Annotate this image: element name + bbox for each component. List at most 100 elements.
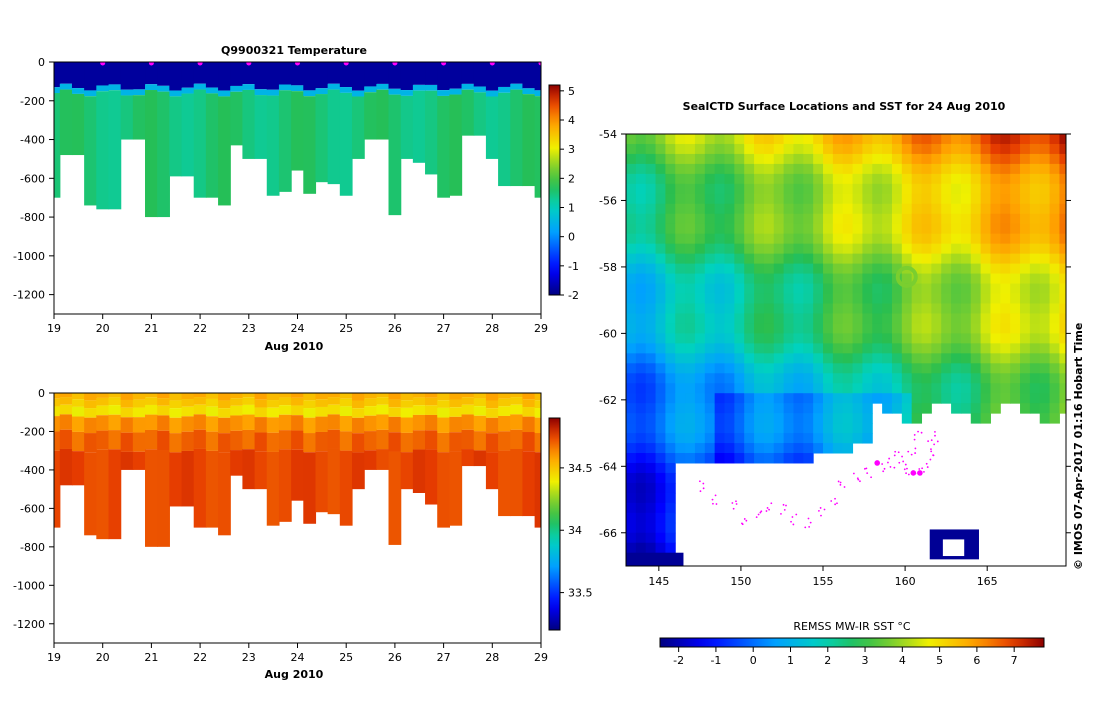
sst-cell xyxy=(655,313,666,324)
sst-cell xyxy=(744,403,755,414)
sst-cell xyxy=(665,532,676,544)
sst-cell xyxy=(832,363,844,374)
sst-cell xyxy=(754,223,765,235)
section-cell xyxy=(169,393,183,401)
sst-cell xyxy=(1010,383,1021,394)
sst-cell xyxy=(891,163,903,175)
sst-cell xyxy=(744,343,755,354)
sst-cell xyxy=(891,233,903,245)
sst-cell xyxy=(921,134,932,145)
sst-cell xyxy=(990,273,1001,285)
sst-cell xyxy=(911,253,923,265)
sst-cell xyxy=(763,373,775,384)
sst-cell xyxy=(783,333,794,344)
y-tick-label: 0 xyxy=(38,56,45,69)
section-cell xyxy=(522,451,536,517)
section-cell xyxy=(181,399,195,407)
sst-cell xyxy=(1059,363,1066,374)
track-point xyxy=(914,452,917,454)
sst-cell xyxy=(1020,393,1031,404)
sst-cell xyxy=(1029,243,1041,255)
track-point xyxy=(859,480,861,483)
sst-cell xyxy=(862,153,873,165)
sst-cell xyxy=(813,413,824,424)
sst-cell xyxy=(734,173,745,185)
sst-cell xyxy=(655,542,666,554)
section-cell xyxy=(485,393,499,401)
track-point xyxy=(893,466,896,469)
sst-cell xyxy=(635,492,647,504)
section-cell xyxy=(364,92,377,140)
sst-cell xyxy=(626,183,637,195)
sst-cell xyxy=(852,353,863,364)
sst-cell xyxy=(911,183,923,195)
sst-cell xyxy=(921,253,932,265)
sst-cell xyxy=(626,363,637,374)
sst-cell xyxy=(773,363,785,374)
section-cell xyxy=(84,400,97,409)
section-cell xyxy=(388,407,402,417)
sst-cell xyxy=(1049,134,1060,145)
sst-cell xyxy=(980,223,991,235)
sst-cell xyxy=(645,333,657,344)
section-cell xyxy=(120,62,134,90)
sst-cell xyxy=(931,303,942,314)
sst-cell xyxy=(626,512,637,524)
section-cell xyxy=(327,393,341,398)
sst-cell xyxy=(872,134,883,145)
section-cell xyxy=(473,398,487,407)
sst-cell xyxy=(714,443,726,454)
section-cell xyxy=(96,397,110,406)
section-cell xyxy=(54,93,61,198)
sst-cell xyxy=(763,353,775,364)
sst-cell xyxy=(754,233,765,245)
section-cell xyxy=(473,431,487,451)
sst-cell xyxy=(852,413,863,424)
sst-cell xyxy=(655,522,666,534)
x-tick-label: 24 xyxy=(291,651,305,664)
sst-cell xyxy=(773,373,785,384)
x-tick-label: 19 xyxy=(47,322,61,335)
sst-cell xyxy=(714,134,726,145)
sst-cell xyxy=(763,143,775,155)
sst-cell xyxy=(655,134,666,145)
track-point xyxy=(923,470,925,473)
sst-cell xyxy=(901,253,913,265)
sst-cell xyxy=(655,502,666,514)
sst-cell xyxy=(773,323,785,334)
track-point xyxy=(702,487,705,490)
sst-tick-label: 1 xyxy=(787,654,794,667)
section-cell xyxy=(145,90,158,218)
track-point xyxy=(712,502,714,505)
sst-cell xyxy=(901,143,913,155)
sst-cell xyxy=(960,343,972,354)
sst-cell xyxy=(852,243,863,255)
sst-cell xyxy=(882,213,893,225)
sst-cell xyxy=(1039,153,1051,165)
sst-cell xyxy=(694,223,706,235)
sst-cell xyxy=(960,193,972,205)
section-cell xyxy=(145,404,158,415)
section-cell xyxy=(254,399,268,408)
sst-cell xyxy=(921,223,932,235)
sst-cell xyxy=(1010,143,1021,155)
section-cell xyxy=(108,84,122,91)
sst-cell xyxy=(842,363,854,374)
sst-cell xyxy=(1059,373,1066,384)
sst-cell xyxy=(645,383,657,394)
x-tick-label: 25 xyxy=(339,322,353,335)
sst-cell xyxy=(685,143,696,155)
track-point xyxy=(907,450,910,453)
section-cell xyxy=(145,429,158,450)
sst-cell xyxy=(823,393,834,404)
sst-cell xyxy=(1029,163,1041,175)
sst-cell xyxy=(714,453,726,464)
sst-cell xyxy=(862,203,873,215)
sst-cell xyxy=(704,363,716,374)
sst-cell xyxy=(990,373,1001,384)
sst-cell xyxy=(793,423,804,434)
sst-cell xyxy=(891,293,903,304)
section-cell xyxy=(278,405,292,415)
sst-cell xyxy=(724,253,735,265)
sst-cell xyxy=(813,353,824,364)
